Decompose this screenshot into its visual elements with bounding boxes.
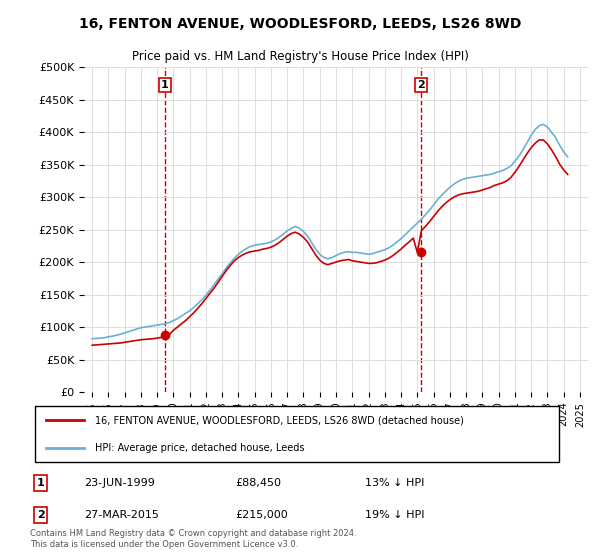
Text: 1: 1 — [37, 478, 44, 488]
Text: 19% ↓ HPI: 19% ↓ HPI — [365, 510, 424, 520]
Text: Price paid vs. HM Land Registry's House Price Index (HPI): Price paid vs. HM Land Registry's House … — [131, 50, 469, 63]
Text: 2: 2 — [37, 510, 44, 520]
Text: 2: 2 — [417, 80, 425, 90]
Text: 1: 1 — [161, 80, 169, 90]
Text: £215,000: £215,000 — [235, 510, 288, 520]
Text: 13% ↓ HPI: 13% ↓ HPI — [365, 478, 424, 488]
Text: 16, FENTON AVENUE, WOODLESFORD, LEEDS, LS26 8WD: 16, FENTON AVENUE, WOODLESFORD, LEEDS, L… — [79, 17, 521, 31]
Text: 23-JUN-1999: 23-JUN-1999 — [84, 478, 155, 488]
Text: £88,450: £88,450 — [235, 478, 281, 488]
FancyBboxPatch shape — [35, 407, 559, 461]
Text: 27-MAR-2015: 27-MAR-2015 — [84, 510, 159, 520]
Text: 16, FENTON AVENUE, WOODLESFORD, LEEDS, LS26 8WD (detached house): 16, FENTON AVENUE, WOODLESFORD, LEEDS, L… — [95, 416, 464, 426]
Text: Contains HM Land Registry data © Crown copyright and database right 2024.
This d: Contains HM Land Registry data © Crown c… — [30, 529, 356, 549]
Text: HPI: Average price, detached house, Leeds: HPI: Average price, detached house, Leed… — [95, 442, 304, 452]
